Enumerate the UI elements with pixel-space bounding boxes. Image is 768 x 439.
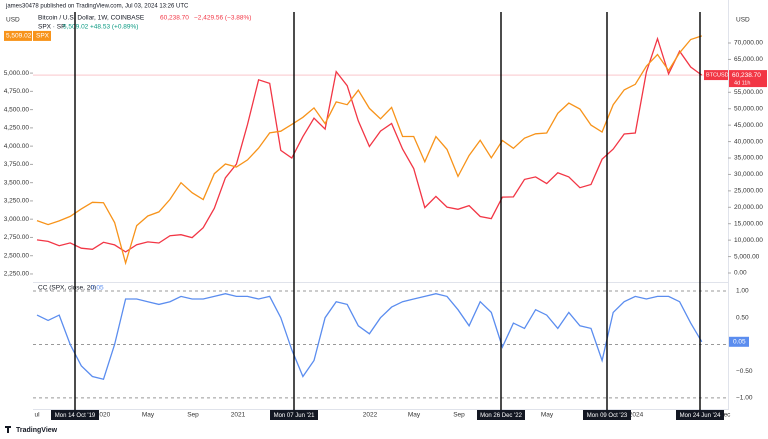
indicator-value: 0.05 [91,285,104,292]
publisher: james30478 published on TradingView.com,… [5,4,189,10]
y-tick-label: 0.50 [736,314,749,321]
indicator-title: CC (SPX, close, 20) [38,285,96,292]
y-tick-label: 4,000.00 [4,143,30,150]
marker-label: Mon 24 Jun '24 [680,413,722,419]
x-tick-label: ul [34,412,40,419]
x-tick-label: 2020 [96,412,111,419]
value-badge-text: 0.05 [733,339,746,346]
y-tick-label: 4,500.00 [4,106,30,113]
x-tick-label: 2022 [363,412,378,419]
series-line [36,293,703,380]
marker-label-bg [676,410,724,420]
y-tick-label: 4,750.00 [4,88,30,95]
change: −2,429.56 (−3.88%) [194,15,251,22]
y-tick-label: 3,500.00 [4,179,30,186]
marker-label-bg [270,410,318,420]
y-tick-label: −0.50 [736,368,753,375]
y-tick-label: 2,500.00 [4,252,30,259]
y-tick-label: 3,750.00 [4,161,30,168]
series-line [36,36,703,253]
y2-tick-label: 5,000.00 [734,253,760,260]
y2-tick-label: 10,000.00 [734,237,763,244]
symbol: SPX · SP [38,24,65,31]
x-tick-label: May [142,412,155,419]
y2-tick-label: 45,000.00 [734,122,763,129]
y-tick-label: 2,750.00 [4,234,30,241]
symbol-badge-text: SPX [36,33,50,40]
marker-label-bg [51,410,99,420]
axis-unit: USD [6,17,20,24]
y2-tick-label: 15,000.00 [734,220,763,227]
change: +48.53 (+0.89%) [90,24,138,31]
price: 60,238.70 [160,15,189,22]
x-tick-label: May [541,412,554,419]
y2-tick-label: 20,000.00 [734,204,763,211]
symbol: Bitcoin / U.S. Dollar, 1W, COINBASE [38,15,145,22]
x-tick-label: 2021 [231,412,246,419]
x-tick-label: May [408,412,421,419]
y-tick-label: 3,250.00 [4,198,30,205]
y-tick-label: 2,250.00 [4,271,30,278]
y-tick-label: 5,000.00 [4,70,30,77]
marker-label-bg [477,410,525,420]
y2-tick-label: 0.00 [734,270,747,277]
symbol-badge-text: BTCUSD [706,73,729,79]
marker-label: Mon 09 Oct '23 [587,413,628,419]
y-tick-label: 3,000.00 [4,216,30,223]
price-badge-text: 5,509.02 [6,33,32,40]
y-tick-label: 1.00 [736,288,749,295]
brand: TradingView [16,427,58,434]
countdown: 4d 11h [734,81,750,87]
symbol-badge [33,30,51,41]
y2-tick-label: 30,000.00 [734,171,763,178]
price: 5,509.02 [63,24,89,31]
x-tick-label: ec [724,412,732,419]
y2-tick-label: 40,000.00 [734,138,763,145]
y2-tick-label: 25,000.00 [734,188,763,195]
y2-tick-label: 35,000.00 [734,155,763,162]
marker-label: Mon 26 Dec '22 [480,413,522,419]
series-line [36,35,703,266]
symbol-badge [704,70,728,81]
marker-label-bg [583,410,631,420]
price-badge [4,30,32,41]
y2-tick-label: 55,000.00 [734,89,763,96]
y-tick-label: −1.00 [736,395,753,402]
y2-tick-label: 70,000.00 [734,40,763,47]
price-badge-text: 60,238.70 [732,72,761,79]
marker-label: Mon 14 Oct '19 [55,413,96,419]
y2-tick-label: 50,000.00 [734,105,763,112]
axis-unit: USD [736,17,750,24]
y-tick-label: 4,250.00 [4,125,30,132]
value-badge [729,336,749,347]
brand-logo [5,426,11,433]
marker-label: Mon 07 Jun '21 [274,413,316,419]
price-badge [729,70,767,88]
y2-tick-label: 65,000.00 [734,56,763,63]
x-tick-label: Sep [187,412,199,419]
x-tick-label: Sep [453,412,465,419]
x-tick-label: 2024 [629,412,644,419]
